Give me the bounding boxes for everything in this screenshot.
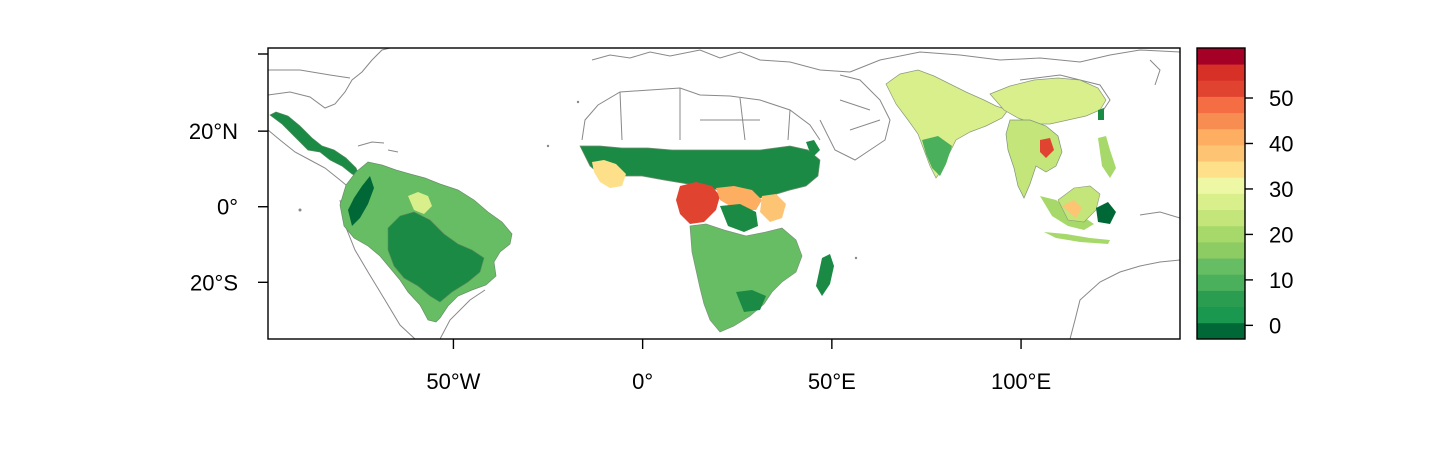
map-regions (268, 48, 1180, 339)
japan-outline (1149, 59, 1161, 86)
south-america-south (439, 289, 486, 339)
colorbar-swatch (1197, 209, 1245, 227)
madagascar-region (816, 254, 834, 296)
arabia-borders (839, 99, 881, 131)
central-america-region (269, 111, 361, 179)
mexico-outline (268, 129, 353, 191)
lon-tick-label: 100°E (991, 369, 1051, 394)
colorbar-swatch (1197, 242, 1245, 259)
india-region (885, 69, 1009, 179)
guiana-light-region (408, 192, 432, 214)
south-africa-dark-region (736, 290, 766, 312)
colorbar-swatch (1197, 193, 1245, 211)
colorbar-legend: 0 10 20 30 40 50 (1196, 47, 1293, 340)
middle-east-outline (819, 74, 891, 161)
cambodia-red-region (1040, 138, 1054, 158)
borneo-region (1057, 185, 1101, 223)
colorbar-swatch (1197, 225, 1245, 243)
colorbar-swatch (1197, 177, 1245, 194)
caribbean-islands (357, 141, 399, 153)
colorbar-tick-label: 0 (1269, 313, 1281, 338)
colorbar-tick-label: 50 (1269, 86, 1293, 111)
amazon-dark-region (387, 211, 485, 303)
island-marker (298, 208, 302, 212)
map-panel: 20°N 0° 20°S 50°W 0° 50°E 100°E (189, 47, 1181, 394)
north-africa-outline (581, 87, 821, 141)
somalia-dark-region (806, 140, 820, 158)
central-africa-dark-region (720, 204, 758, 232)
lat-tick-label: 20°S (190, 270, 238, 295)
philippines-region (1098, 136, 1116, 178)
map-frame (267, 47, 1181, 340)
lat-tick-label: 0° (217, 195, 238, 220)
colorbar-swatch (1197, 161, 1245, 178)
colorbar-swatch (1197, 64, 1245, 81)
taiwan-dark-region (1098, 108, 1104, 120)
colorbar-swatch (1197, 145, 1245, 162)
europe-outline (591, 49, 851, 73)
australia-outline (1069, 259, 1180, 339)
colorbar-swatch (1197, 112, 1245, 130)
mainland-southeast-asia-region (1005, 119, 1063, 199)
asia-outline (849, 49, 1180, 73)
southern-africa-region (689, 223, 803, 333)
china-outline (1019, 74, 1111, 116)
colorbar-tick-label: 10 (1269, 268, 1293, 293)
borneo-orange-region (1062, 200, 1082, 218)
colorbar-swatch (1197, 322, 1245, 340)
colorbar-frame (1196, 47, 1246, 340)
colorbar-swatch (1197, 258, 1245, 275)
north-america-outline (268, 48, 391, 109)
colorbar-tick-label: 20 (1269, 222, 1293, 247)
colorbar-tick-label: 40 (1269, 131, 1293, 156)
south-india-green-region (922, 136, 952, 176)
central-africa-orange-region (716, 186, 762, 210)
central-africa-red-region (676, 182, 720, 224)
lon-tick-label: 0° (632, 369, 653, 394)
west-africa-region (579, 145, 821, 201)
lon-tick-label: 50°W (426, 369, 480, 394)
colorbar-swatch (1197, 274, 1245, 291)
usa-border (268, 69, 351, 79)
new-guinea-outline (1139, 211, 1180, 219)
colorbar-swatch (1197, 128, 1245, 146)
colorbar-swatch (1197, 48, 1245, 65)
colorbar-swatch (1197, 96, 1245, 114)
east-africa-orange-region (760, 194, 786, 222)
lon-tick-label: 50°E (808, 369, 856, 394)
latitude-axis: 20°N 0° 20°S (189, 53, 268, 295)
island-marker (546, 144, 550, 148)
lat-tick-label: 20°N (189, 119, 238, 144)
andes-dark-region (348, 176, 374, 226)
south-china-region (989, 77, 1107, 125)
sulawesi-dark-region (1096, 202, 1116, 224)
java-region (1044, 232, 1110, 244)
island-marker (576, 100, 580, 104)
colorbar-swatch (1197, 290, 1245, 308)
sahara-borders (619, 88, 791, 141)
colorbar-tick-label: 30 (1269, 177, 1293, 202)
colorbar-swatch (1197, 80, 1245, 97)
island-marker (854, 256, 858, 260)
colorbar-swatch (1197, 306, 1245, 324)
longitude-axis: 50°W 0° 50°E 100°E (426, 339, 1051, 394)
west-africa-light-region (592, 160, 626, 188)
